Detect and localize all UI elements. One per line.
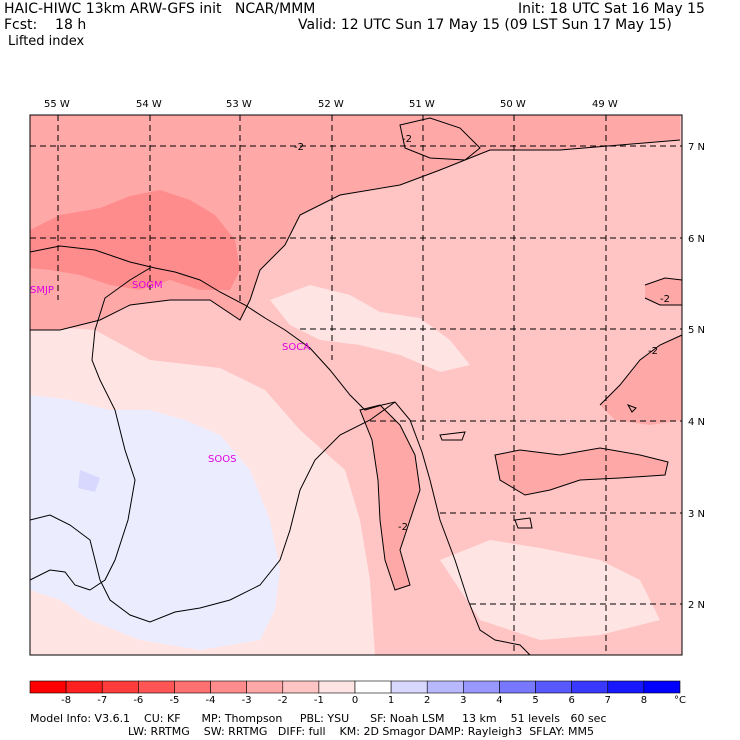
- contour-labels: -2 -2 -2 -2 -2: [294, 134, 670, 533]
- colorbar-label: -7: [97, 695, 108, 706]
- colorbar-swatch: [390, 680, 428, 694]
- contour-north: [30, 139, 681, 331]
- colorbar-label: 8: [640, 695, 648, 706]
- lon-label-51w: 51 W: [409, 99, 435, 110]
- lat-label-2n: 2 N: [688, 600, 705, 611]
- colorbar-label: -5: [169, 695, 180, 706]
- lon-label-49w: 49 W: [592, 99, 618, 110]
- field-minus3-northwest: [30, 190, 240, 290]
- colorbar-label: 3: [460, 695, 467, 706]
- field-positive-sw: [30, 395, 280, 650]
- colorbar-label: 6: [568, 695, 575, 706]
- field-minus2-coastal: [360, 405, 420, 590]
- contour-label-4: -2: [648, 346, 658, 357]
- field-positive-spot: [78, 470, 100, 492]
- colorbar-label: 0: [351, 695, 359, 706]
- contour-east-band: [494, 447, 669, 496]
- lon-label-50w: 50 W: [500, 99, 526, 110]
- station-smjp: SMJP: [30, 285, 54, 296]
- lat-label-4n: 4 N: [688, 417, 705, 428]
- border-west: [89, 267, 151, 591]
- colorbar-swatch: [354, 680, 392, 694]
- field-minus2-east-band: [495, 448, 668, 495]
- contour-label-1: -2: [294, 142, 304, 153]
- colorbar-swatch: [643, 680, 681, 694]
- colorbar-swatch: [426, 680, 464, 694]
- header-forecast-hour: Fcst: 18 h: [4, 17, 87, 33]
- header-init-time: Init: 18 UTC Sat 16 May 15: [518, 1, 705, 17]
- colorbar-swatch: [246, 680, 284, 694]
- colorbar: [29, 680, 681, 694]
- station-sogm: SOGM: [132, 280, 163, 291]
- colorbar-label: -6: [133, 695, 144, 706]
- colorbar-swatch: [282, 680, 320, 694]
- lat-label-6n: 6 N: [688, 234, 705, 245]
- colorbar-swatch: [535, 680, 572, 694]
- colorbar-swatch: [463, 680, 500, 694]
- colorbar-label: °C: [674, 695, 686, 706]
- footer-physics-info: LW: RRTMG SW: RRTMG DIFF: full KM: 2D Sm…: [128, 725, 594, 738]
- colorbar-swatch: [318, 680, 356, 694]
- colorbar-label: 1: [387, 695, 395, 706]
- colorbar-label: -1: [313, 695, 324, 706]
- contour-small-3: [626, 404, 637, 413]
- colorbar-swatch: [101, 680, 139, 694]
- colorbar-swatch: [499, 680, 536, 694]
- colorbar-swatch: [571, 680, 609, 694]
- colorbar-swatch: [65, 680, 103, 694]
- border-guyana-suriname-brazil: [29, 401, 396, 623]
- map-frame: [29, 114, 683, 656]
- contour-small-2: [514, 517, 533, 529]
- colorbar-label: 2: [424, 695, 431, 706]
- coastline: [29, 245, 531, 656]
- field-minus2-east-edge: [600, 335, 682, 425]
- latitude-labels: 7 N 6 N 5 N 4 N 3 N 2 N: [688, 142, 705, 611]
- lat-label-3n: 3 N: [688, 509, 705, 520]
- colorbar-label: -4: [205, 695, 216, 706]
- header-title: HAIC-HIWC 13km ARW-GFS init NCAR/MMM: [4, 1, 316, 17]
- colorbar-swatch: [138, 680, 175, 694]
- footer-model-info: Model Info: V3.6.1 CU: KF MP: Thompson P…: [30, 712, 607, 725]
- colorbar-swatch: [607, 680, 645, 694]
- colorbar-label: -2: [277, 695, 288, 706]
- header-valid-time: Valid: 12 UTC Sun 17 May 15 (09 LST Sun …: [298, 17, 672, 33]
- contour-coastal: [359, 404, 421, 591]
- colorbar-label: -3: [241, 695, 252, 706]
- colorbar-swatch: [210, 680, 247, 694]
- station-soca: SOCA: [282, 342, 310, 353]
- contour-minus2: [30, 117, 683, 591]
- field-zero-se: [440, 540, 660, 640]
- field-minus2-east-spot: [645, 278, 682, 305]
- colorbar-swatch: [174, 680, 211, 694]
- contour-label-2: -2: [402, 134, 412, 145]
- lon-label-53w: 53 W: [226, 99, 252, 110]
- colorbar-label: 4: [496, 695, 503, 706]
- field-name: Lifted index: [8, 34, 85, 49]
- coastlines: [29, 245, 531, 656]
- station-labels: SMJP SOGM SOCA SOOS: [30, 280, 310, 465]
- contour-small-1: [439, 431, 466, 441]
- lon-label-52w: 52 W: [318, 99, 344, 110]
- contour-ne-blob: [399, 117, 481, 161]
- lat-label-5n: 5 N: [688, 325, 705, 336]
- contour-east-spot: [644, 277, 683, 306]
- border-south: [29, 569, 91, 591]
- contour-label-3: -2: [660, 294, 670, 305]
- lat-label-7n: 7 N: [688, 142, 705, 153]
- contour-east-edge: [599, 334, 683, 406]
- colorbar-label: 7: [604, 695, 611, 706]
- longitude-labels: 55 W 54 W 53 W 52 W 51 W 50 W 49 W: [44, 99, 618, 110]
- colorbar-label: 5: [532, 695, 539, 706]
- lon-label-55w: 55 W: [44, 99, 70, 110]
- lon-label-54w: 54 W: [136, 99, 162, 110]
- station-soos: SOOS: [208, 454, 236, 465]
- colorbar-label: -8: [61, 695, 72, 706]
- colorbar-swatch: [29, 680, 67, 694]
- contour-label-5: -2: [398, 522, 408, 533]
- graticule: [30, 115, 682, 655]
- lifted-index-field: [30, 115, 682, 655]
